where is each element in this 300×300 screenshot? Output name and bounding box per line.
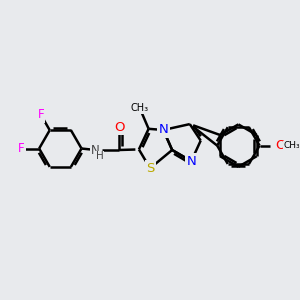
- Text: H: H: [96, 152, 103, 161]
- Text: F: F: [18, 142, 25, 155]
- Text: S: S: [146, 162, 154, 175]
- Text: CH₃: CH₃: [131, 103, 149, 113]
- Text: N: N: [158, 124, 168, 136]
- Text: N: N: [186, 155, 196, 168]
- Text: F: F: [38, 108, 44, 122]
- Text: O: O: [275, 139, 285, 152]
- Text: N: N: [91, 143, 100, 157]
- Text: CH₃: CH₃: [284, 141, 300, 150]
- Text: O: O: [114, 121, 124, 134]
